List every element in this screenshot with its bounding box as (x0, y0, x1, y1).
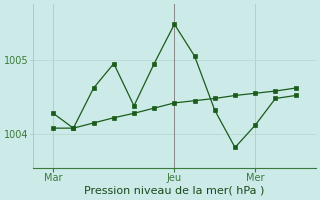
X-axis label: Pression niveau de la mer( hPa ): Pression niveau de la mer( hPa ) (84, 186, 265, 196)
